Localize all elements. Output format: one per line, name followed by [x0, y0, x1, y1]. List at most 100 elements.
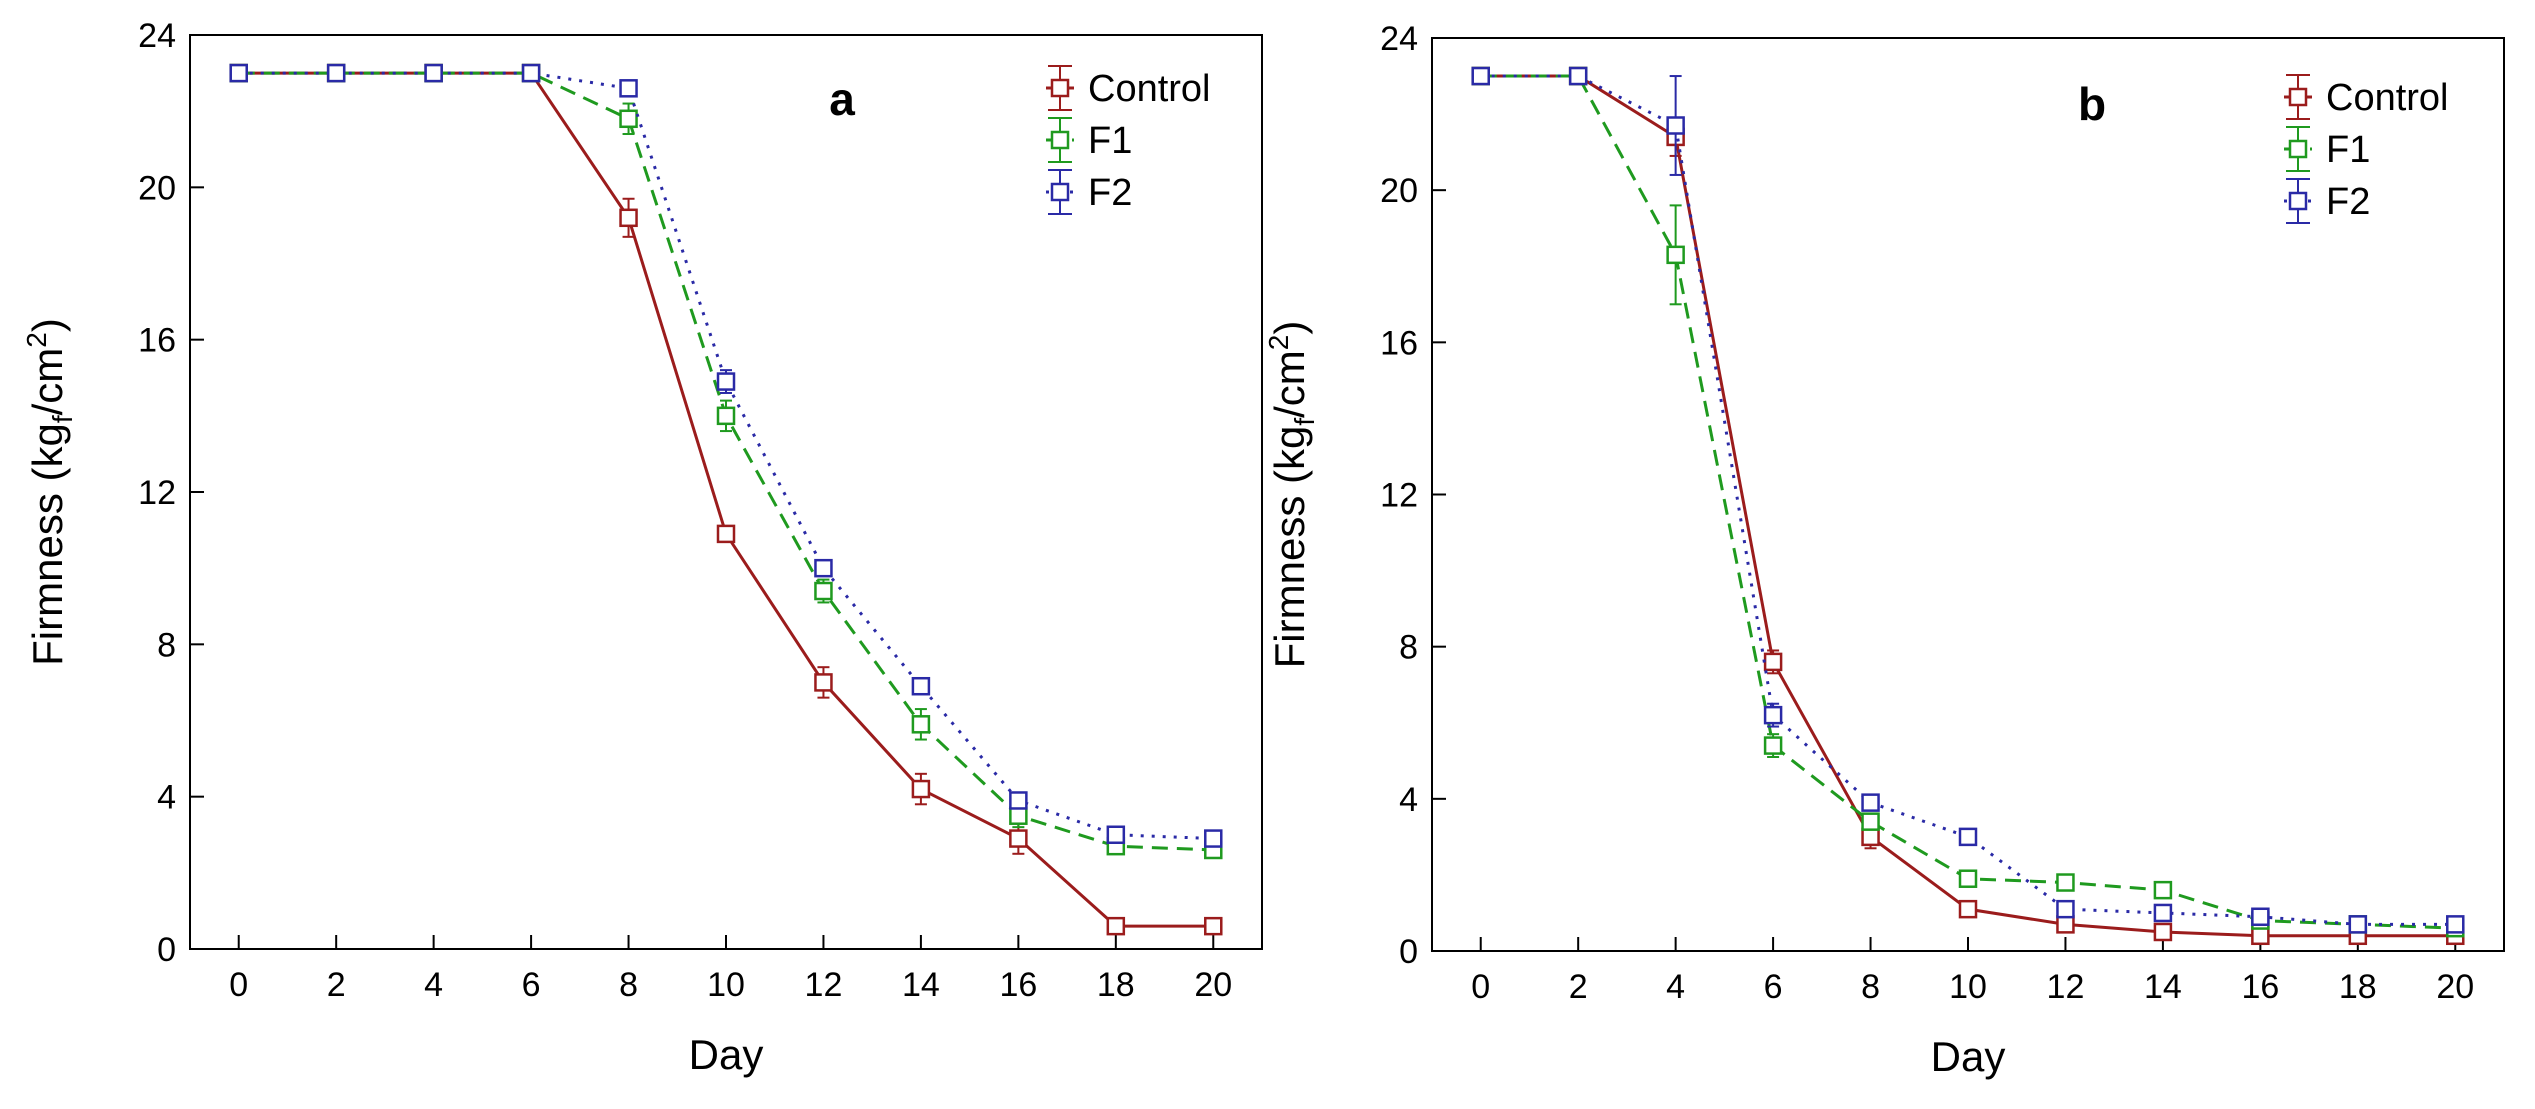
x-tick-label: 10	[707, 966, 745, 1004]
x-tick-label: 14	[2144, 968, 2182, 1006]
y-tick-label: 12	[1380, 477, 1418, 515]
data-point	[619, 109, 638, 129]
data-point	[1106, 916, 1126, 936]
data-point	[814, 581, 833, 601]
data-point	[1666, 245, 1685, 265]
data-point	[521, 63, 541, 83]
data-point	[1204, 829, 1223, 848]
x-tick-label: 8	[1861, 968, 1880, 1006]
data-point	[229, 63, 248, 83]
y-tick-label: 24	[138, 17, 176, 55]
legend-label: F2	[1088, 172, 1132, 214]
x-tick-label: 2	[1569, 968, 1588, 1006]
data-point	[1861, 812, 1880, 831]
data-point	[326, 63, 346, 83]
data-point	[1666, 116, 1685, 135]
y-axis-label-part: /cm	[24, 348, 71, 416]
y-axis-label-part: f	[47, 415, 78, 423]
data-point	[2251, 926, 2270, 946]
x-tick-label: 10	[1949, 968, 1987, 1006]
data-point	[619, 79, 638, 98]
data-point	[2153, 880, 2173, 900]
y-axis-label-part: )	[24, 318, 71, 332]
data-point	[1009, 829, 1028, 848]
y-tick-label: 4	[1399, 781, 1418, 819]
data-point	[2153, 903, 2173, 923]
y-axis-label-part: f	[1289, 418, 1320, 426]
data-point	[1763, 736, 1783, 755]
y-tick-label: 16	[138, 322, 176, 360]
x-tick-label: 2	[327, 966, 346, 1004]
y-tick-label: 16	[1380, 324, 1418, 362]
legend-label: Control	[1088, 68, 1211, 110]
panel-letter: b	[2078, 78, 2106, 130]
plot-area-frame	[1431, 37, 2505, 952]
data-point	[716, 372, 736, 391]
y-tick-label: 12	[138, 474, 176, 512]
series-line-control	[1480, 74, 2456, 938]
data-point	[2251, 907, 2270, 927]
y-axis-label: Firmness (kgf/cm2)	[1263, 321, 1320, 669]
legend-marker	[1050, 130, 1070, 150]
legend-entry-f2: F2	[2284, 178, 2370, 224]
x-tick-label: 4	[424, 966, 443, 1004]
data-point	[2153, 922, 2173, 942]
y-tick-label: 20	[138, 169, 176, 207]
data-point	[619, 208, 638, 228]
legend-entry-f1: F1	[2284, 126, 2370, 172]
legend-marker	[1050, 182, 1070, 202]
data-point	[1106, 825, 1126, 844]
series-f2	[229, 63, 1223, 848]
x-tick-label: 12	[2047, 968, 2085, 1006]
x-tick-label: 16	[2241, 968, 2279, 1006]
series-control	[229, 63, 1223, 936]
x-tick-label: 14	[902, 966, 940, 1004]
legend-marker	[2288, 191, 2308, 211]
data-point	[1958, 827, 1978, 847]
legend-marker	[1050, 78, 1070, 98]
data-point	[2348, 915, 2368, 934]
y-axis-label: Firmness (kgf/cm2)	[21, 318, 78, 666]
y-axis-label-part: /cm	[1266, 350, 1313, 418]
legend-marker	[2288, 87, 2308, 107]
x-tick-label: 0	[1471, 968, 1490, 1006]
data-point	[911, 676, 931, 696]
series-f2	[1471, 66, 2465, 934]
data-point	[814, 673, 833, 692]
legend-label: F1	[2326, 129, 2370, 171]
y-axis-label-part: Firmness (kg	[24, 423, 71, 666]
data-point	[2056, 899, 2075, 919]
data-point	[1958, 869, 1978, 888]
x-tick-label: 8	[619, 966, 638, 1004]
x-tick-label: 4	[1666, 968, 1685, 1006]
x-tick-label: 20	[2436, 968, 2474, 1006]
data-point	[424, 63, 443, 83]
y-tick-label: 0	[157, 931, 176, 969]
panel-letter: a	[829, 73, 855, 125]
y-tick-label: 24	[1380, 20, 1418, 58]
data-point	[814, 558, 833, 578]
series-control	[1471, 66, 2465, 946]
data-point	[1861, 793, 1880, 812]
x-tick-label: 18	[2339, 968, 2377, 1006]
x-tick-label: 20	[1194, 966, 1232, 1004]
x-tick-label: 16	[999, 966, 1037, 1004]
legend-entry-control: Control	[1046, 65, 1211, 111]
legend-label: F1	[1088, 120, 1132, 162]
legend-entry-f2: F2	[1046, 169, 1132, 215]
y-axis-label-part: 2	[1263, 335, 1294, 351]
data-point	[1009, 791, 1028, 810]
legend-entry-f1: F1	[1046, 117, 1132, 163]
data-point	[716, 524, 736, 544]
data-point	[2056, 873, 2075, 892]
y-axis-label-part: 2	[21, 332, 52, 348]
data-point	[2056, 915, 2075, 934]
x-tick-label: 0	[229, 966, 248, 1004]
data-point	[1763, 652, 1783, 672]
series-line-f2	[1480, 74, 2456, 926]
y-tick-label: 8	[1399, 629, 1418, 667]
legend-entry-control: Control	[2284, 74, 2449, 120]
